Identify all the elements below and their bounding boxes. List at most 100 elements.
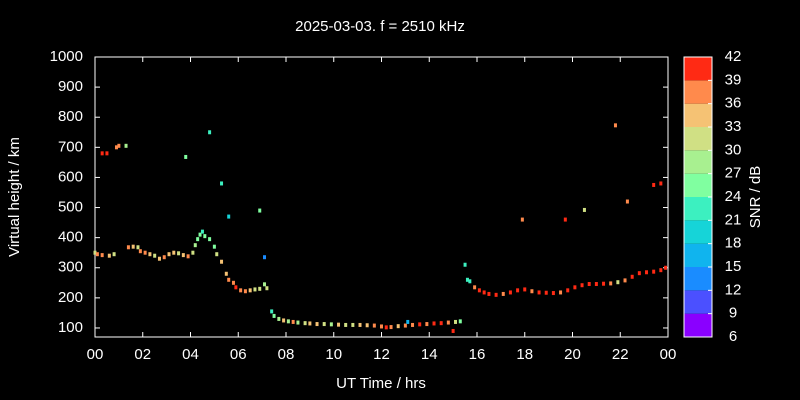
data-point [200, 229, 204, 234]
chart-title: 2025-03-03. f = 2510 kHz [295, 18, 465, 35]
data-point [551, 291, 555, 296]
data-point [148, 252, 152, 257]
y-tick-label: 800 [58, 108, 83, 125]
data-point [263, 255, 267, 260]
data-point [652, 182, 656, 187]
data-point [566, 288, 570, 293]
data-point [544, 290, 548, 295]
data-point [520, 217, 524, 222]
data-point [143, 250, 147, 255]
data-point [337, 322, 341, 327]
colorbar-segment [684, 313, 712, 337]
colorbar-tick-label: 30 [725, 141, 742, 158]
data-point [296, 320, 300, 325]
data-point [107, 253, 111, 258]
data-point [406, 319, 410, 324]
data-point [117, 143, 121, 148]
data-point [138, 249, 142, 254]
data-point [559, 290, 563, 295]
data-point [516, 288, 520, 293]
colorbar-segment [684, 267, 712, 291]
data-point [248, 288, 252, 293]
data-point [234, 285, 238, 290]
data-point [418, 322, 422, 327]
colorbar-segment [684, 243, 712, 267]
data-point [664, 265, 668, 270]
colorbar-segment [684, 173, 712, 197]
x-tick-label: 00 [660, 346, 677, 363]
data-point [239, 288, 243, 293]
data-point [100, 151, 104, 156]
data-point [258, 208, 262, 213]
data-point [198, 232, 202, 237]
data-point [530, 289, 534, 294]
data-point [458, 319, 462, 324]
data-point [637, 271, 641, 276]
data-point [477, 288, 481, 293]
data-point [265, 286, 269, 291]
data-point [191, 250, 195, 255]
data-point [451, 328, 455, 333]
data-point [172, 250, 176, 255]
x-tick-label: 10 [325, 346, 342, 363]
y-tick-label: 600 [58, 168, 83, 185]
y-tick-label: 700 [58, 138, 83, 155]
data-point [351, 322, 355, 327]
data-point [344, 322, 348, 327]
data-point [212, 244, 216, 249]
y-tick-label: 300 [58, 259, 83, 276]
colorbar-segment [684, 103, 712, 127]
colorbar-segment [684, 220, 712, 244]
colorbar-tick-label: 9 [729, 305, 737, 322]
data-point [315, 322, 319, 327]
x-tick-label: 18 [516, 346, 533, 363]
x-tick-label: 22 [612, 346, 629, 363]
colorbar-segment [684, 127, 712, 151]
x-tick-label: 00 [87, 346, 104, 363]
data-point [501, 291, 505, 296]
x-tick-label: 06 [230, 346, 247, 363]
data-point [131, 244, 135, 249]
colorbar-segment [684, 290, 712, 314]
data-point [659, 268, 663, 273]
data-point [220, 181, 224, 186]
data-point [463, 262, 467, 267]
data-point [105, 151, 109, 156]
data-point [231, 280, 235, 285]
data-point [181, 253, 185, 258]
y-tick-label: 500 [58, 199, 83, 216]
data-point [114, 145, 118, 150]
data-point [184, 154, 188, 159]
data-point [282, 318, 286, 323]
plot-frame [94, 56, 669, 338]
y-tick-label: 900 [58, 78, 83, 95]
colorbar-segment [684, 80, 712, 104]
colorbar-segment [684, 57, 712, 81]
data-point [582, 207, 586, 212]
y-tick-label: 200 [58, 289, 83, 306]
data-point [623, 278, 627, 283]
data-point [126, 245, 130, 250]
data-point [112, 252, 116, 257]
x-tick-label: 16 [469, 346, 486, 363]
data-point [291, 319, 295, 324]
data-point [258, 286, 262, 291]
data-point [523, 287, 527, 292]
data-point [580, 283, 584, 288]
data-point [396, 324, 400, 329]
data-point [494, 292, 498, 297]
data-point [411, 322, 415, 327]
colorbar-tick-label: 33 [725, 118, 742, 135]
colorbar-tick-label: 27 [725, 165, 742, 182]
data-point [482, 290, 486, 295]
colorbar-tick-label: 12 [725, 281, 742, 298]
data-point [263, 282, 267, 287]
data-point [93, 250, 97, 255]
data-point [563, 217, 567, 222]
x-tick-label: 02 [134, 346, 151, 363]
x-tick-label: 14 [421, 346, 438, 363]
data-point [162, 255, 166, 260]
colorbar-tick-label: 21 [725, 211, 742, 228]
